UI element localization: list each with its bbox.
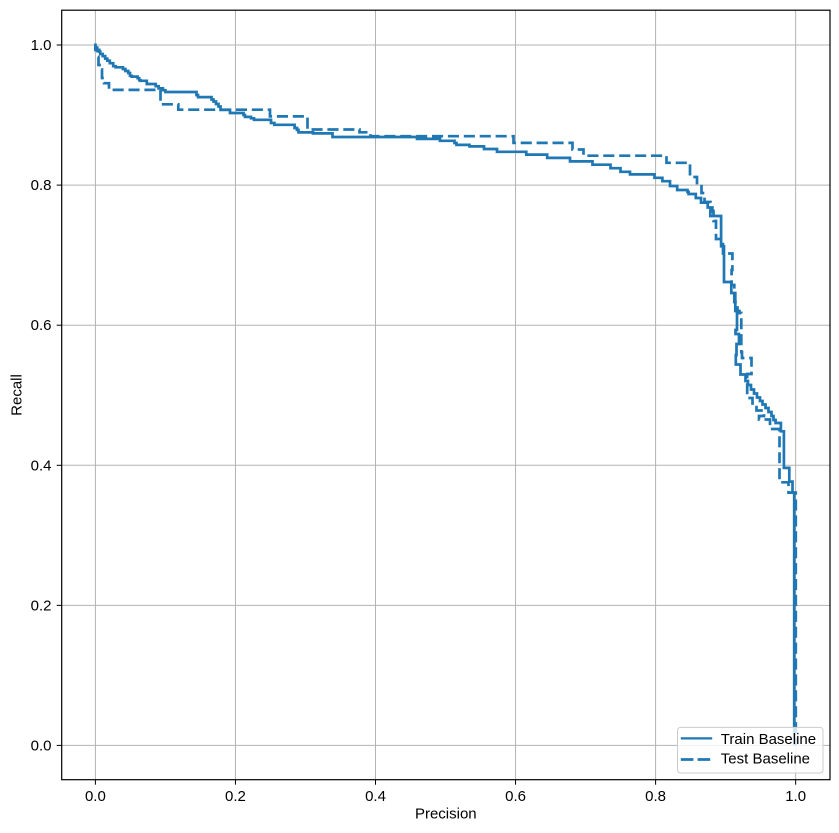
svg-text:Precision: Precision (415, 806, 477, 823)
svg-text:Train Baseline: Train Baseline (721, 731, 816, 748)
svg-text:0.2: 0.2 (225, 788, 246, 805)
svg-text:0.4: 0.4 (365, 788, 386, 805)
svg-text:Recall: Recall (9, 374, 26, 416)
svg-text:Test Baseline: Test Baseline (721, 751, 810, 768)
svg-text:0.8: 0.8 (31, 177, 52, 194)
svg-text:0.8: 0.8 (645, 788, 666, 805)
svg-text:0.0: 0.0 (31, 737, 52, 754)
svg-text:0.6: 0.6 (31, 317, 52, 334)
svg-text:0.6: 0.6 (505, 788, 526, 805)
svg-text:1.0: 1.0 (31, 37, 52, 54)
svg-text:1.0: 1.0 (785, 788, 806, 805)
svg-text:0.4: 0.4 (31, 457, 52, 474)
svg-text:0.2: 0.2 (31, 597, 52, 614)
svg-text:0.0: 0.0 (85, 788, 106, 805)
